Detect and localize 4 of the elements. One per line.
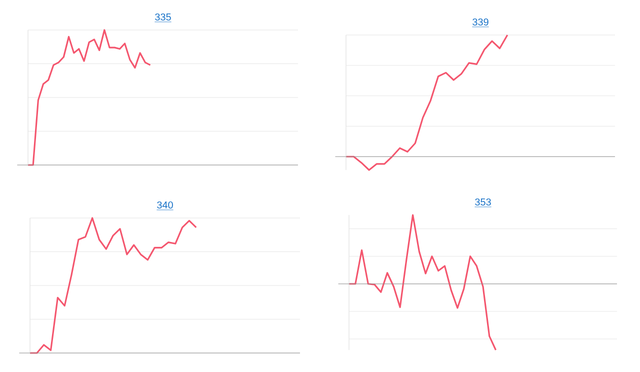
- chart-title: 335: [155, 13, 171, 21]
- chart-title: 340: [157, 201, 173, 209]
- chart-title: 353: [475, 198, 491, 206]
- chart-title: 339: [472, 18, 488, 26]
